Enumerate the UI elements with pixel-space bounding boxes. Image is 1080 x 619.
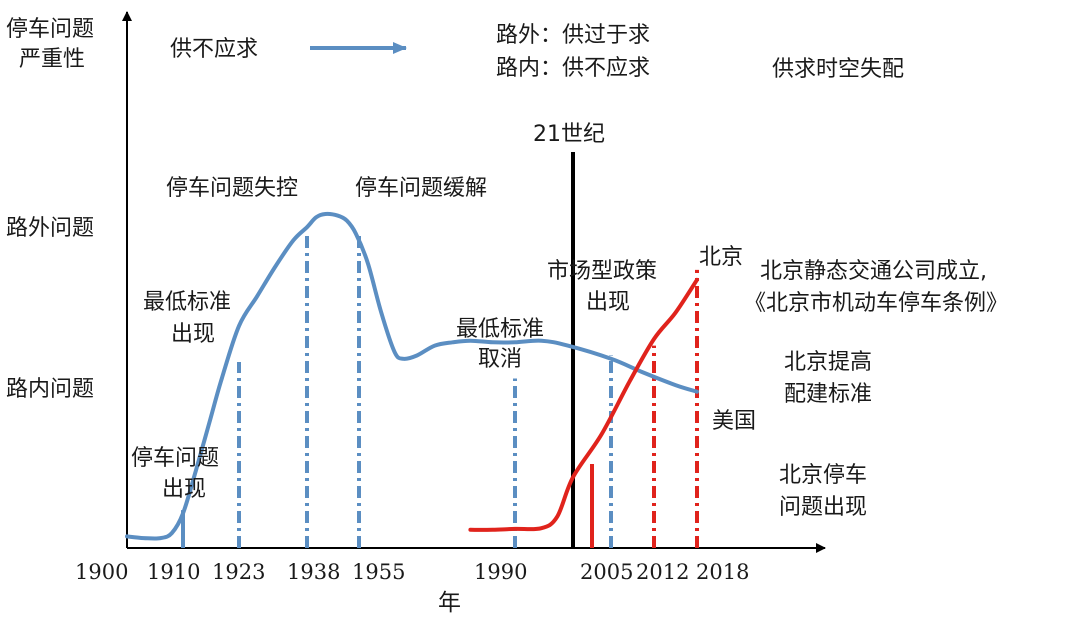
annotation-problem-emerge-1: 停车问题	[131, 446, 219, 471]
annotation-problem-emerge-2: 出现	[162, 477, 206, 502]
series-label-usa: 美国	[712, 409, 756, 434]
annotation-market-policy-2: 出现	[586, 290, 630, 315]
century-label: 21世纪	[533, 122, 605, 147]
x-tick-1923: 1923	[212, 560, 265, 584]
x-tick-1938: 1938	[287, 560, 340, 584]
y-axis-title-line2: 严重性	[19, 47, 85, 72]
x-tick-2018: 2018	[696, 560, 749, 584]
legend-label: 供不应求	[170, 37, 258, 62]
annotation-market-policy-1: 市场型政策	[547, 259, 657, 284]
annotation-relieved: 停车问题缓解	[355, 176, 487, 201]
y-axis-title-line1: 停车问题	[6, 17, 94, 42]
annotation-beijing-problem-2: 问题出现	[779, 495, 867, 520]
y-level-offstreet: 路外问题	[6, 216, 94, 241]
annotation-offstreet-surplus: 路外：供过于求	[496, 23, 650, 48]
annotation-min-cancel-1: 最低标准	[456, 317, 544, 342]
series-line-usa	[125, 211, 699, 541]
annotation-min-standard-1: 最低标准	[143, 290, 231, 315]
x-tick-1955: 1955	[352, 560, 405, 584]
annotation-beijing-standard-2: 配建标准	[784, 382, 872, 407]
annotation-onstreet-shortage: 路内：供不应求	[496, 56, 650, 81]
annotation-beijing-standard-1: 北京提高	[784, 350, 872, 375]
series-label-beijing: 北京	[699, 245, 743, 270]
annotation-beijing-company-2: 《北京市机动车停车条例》	[744, 291, 1008, 316]
annotation-spatiotemporal: 供求时空失配	[772, 57, 904, 82]
annotation-beijing-problem-1: 北京停车	[779, 463, 867, 488]
series-line-beijing	[468, 277, 699, 532]
x-axis-title: 年	[438, 590, 461, 616]
annotation-min-cancel-2: 取消	[478, 347, 522, 372]
annotation-beijing-company-1: 北京静态交通公司成立,	[760, 259, 987, 284]
y-level-onstreet: 路内问题	[6, 377, 94, 402]
annotation-out-of-control: 停车问题失控	[166, 176, 298, 201]
x-tick-2005: 2005	[580, 560, 633, 584]
x-tick-1900: 1900	[75, 560, 128, 584]
x-tick-1910: 1910	[147, 560, 200, 584]
x-tick-2012: 2012	[636, 560, 689, 584]
annotation-min-standard-2: 出现	[171, 322, 215, 347]
x-tick-1990: 1990	[474, 560, 527, 584]
